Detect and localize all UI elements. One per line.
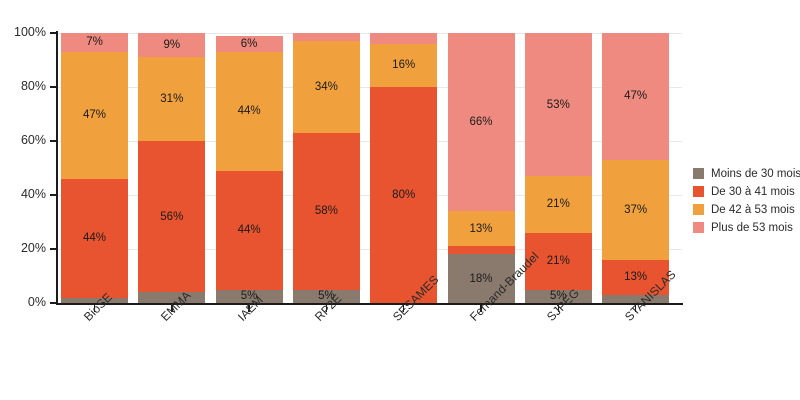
legend-swatch-icon: [693, 204, 704, 215]
x-axis-line: [56, 303, 683, 305]
bar-stanislas[interactable]: 13% 37% 47%: [602, 33, 670, 303]
legend-swatch-icon: [693, 168, 704, 179]
segment-value-label: 7%: [86, 36, 103, 49]
segment-value-label: 9%: [163, 39, 181, 52]
segment-value-label: 58%: [314, 205, 338, 218]
segment-value-label: 6%: [240, 37, 258, 50]
x-axis-tick: [634, 305, 637, 312]
segment-value-label: 34%: [314, 81, 338, 93]
bar-segment[interactable]: [292, 33, 360, 42]
bar-segment[interactable]: 44%: [215, 51, 283, 171]
bar-segment[interactable]: 6%: [215, 35, 283, 52]
segment-value-label: 44%: [237, 224, 261, 237]
bar-segment[interactable]: 56%: [138, 141, 206, 293]
segment-value-label: 44%: [237, 105, 261, 118]
x-axis-tick: [93, 305, 96, 312]
y-axis-tick-label: 0%: [27, 295, 46, 309]
segment-value-label: 66%: [469, 116, 493, 129]
plot-area: 44% 47% 7% 56% 31% 9% 5% 44% 44% 6% 5% 58% 34% 80% 16%…: [57, 33, 682, 303]
segment-value-label: 44%: [82, 232, 107, 245]
x-axis-tick: [480, 305, 482, 312]
bar-segment[interactable]: 7%: [61, 33, 128, 52]
bar-sjpeg[interactable]: 5% 21% 21% 53%: [524, 33, 592, 303]
segment-value-label: 16%: [392, 59, 416, 72]
bar-rp2e[interactable]: 5% 58% 34%: [292, 33, 360, 303]
legend-label: De 42 à 53 mois: [711, 203, 795, 216]
y-axis-tick-label: 20%: [20, 241, 46, 255]
segment-value-label: 21%: [546, 198, 570, 211]
segment-value-label: 31%: [160, 93, 184, 106]
legend-swatch-icon: [693, 222, 704, 233]
legend-label: Plus de 53 mois: [711, 221, 793, 234]
bar-segment[interactable]: 13%: [447, 211, 515, 247]
bar-segment[interactable]: 37%: [602, 159, 670, 260]
y-axis-tick-labels: 0% 20% 40% 60% 80% 100%: [0, 0, 46, 400]
bar-segment[interactable]: [61, 297, 128, 303]
segment-value-label: 56%: [160, 210, 184, 223]
bar-segment[interactable]: 47%: [61, 51, 128, 179]
legend: Moins de 30 mois De 30 à 41 mois De 42 à 5…: [693, 165, 800, 237]
bar-segment[interactable]: 44%: [61, 178, 128, 298]
bar-segment[interactable]: [602, 294, 670, 303]
gridline: [57, 141, 682, 142]
bar-iaem[interactable]: 5% 44% 44% 6%: [215, 33, 283, 303]
gridline: [57, 87, 682, 88]
bar-segment[interactable]: 16%: [370, 43, 438, 87]
legend-item[interactable]: De 42 à 53 mois: [693, 201, 798, 218]
segment-value-label: 80%: [392, 189, 416, 201]
gridline: [57, 195, 682, 196]
bar-fernand-braudel[interactable]: 18% 13% 66%: [447, 33, 515, 303]
legend-item[interactable]: Plus de 53 mois: [693, 219, 798, 236]
x-axis-tick: [402, 305, 405, 312]
gridline: [57, 33, 682, 34]
y-axis-tick-label: 100%: [14, 25, 46, 39]
bar-segment[interactable]: 58%: [292, 132, 360, 290]
bar-segment[interactable]: 53%: [524, 33, 592, 177]
bar-sesames[interactable]: 80% 16%: [370, 33, 438, 303]
y-axis-tick: [50, 248, 56, 250]
bar-biose[interactable]: 44% 47% 7%: [61, 33, 128, 303]
x-axis-tick: [557, 305, 560, 312]
x-axis-tick: [325, 305, 328, 312]
x-axis-tick: [248, 305, 250, 312]
gridline: [57, 249, 682, 250]
y-axis-tick-label: 40%: [20, 187, 46, 201]
segment-value-label: 37%: [624, 203, 648, 216]
bar-segment[interactable]: 34%: [292, 41, 360, 133]
segment-value-label: 13%: [469, 222, 493, 235]
bar-segment[interactable]: [370, 33, 438, 44]
x-axis-tick: [171, 305, 173, 312]
bar-segment[interactable]: [447, 246, 515, 255]
bar-segment[interactable]: 80%: [370, 87, 438, 303]
bar-emma[interactable]: 56% 31% 9%: [138, 33, 206, 303]
segment-value-label: 47%: [82, 109, 107, 122]
segment-value-label: 47%: [624, 90, 648, 103]
bar-segment[interactable]: [138, 292, 206, 303]
y-axis-line: [56, 31, 58, 304]
bar-segment[interactable]: 47%: [602, 33, 670, 160]
legend-label: Moins de 30 mois: [711, 167, 800, 180]
bar-segment[interactable]: 31%: [138, 57, 206, 141]
legend-label: De 30 à 41 mois: [711, 185, 795, 198]
segment-value-label: 53%: [546, 98, 570, 111]
y-axis-tick: [50, 194, 56, 196]
bar-segment[interactable]: 21%: [524, 176, 592, 233]
legend-item[interactable]: De 30 à 41 mois: [693, 183, 798, 200]
y-axis-tick: [50, 302, 56, 304]
legend-swatch-icon: [693, 186, 704, 197]
bar-segment[interactable]: 44%: [215, 170, 283, 290]
y-axis-tick-label: 60%: [20, 133, 46, 147]
y-axis-tick: [50, 140, 56, 142]
bar-segment[interactable]: 66%: [447, 33, 515, 212]
y-axis-tick: [50, 32, 56, 34]
y-axis-tick-label: 80%: [20, 79, 46, 93]
y-axis-tick: [50, 86, 56, 88]
bar-segment[interactable]: 9%: [138, 33, 206, 58]
legend-item[interactable]: Moins de 30 mois: [693, 165, 800, 182]
